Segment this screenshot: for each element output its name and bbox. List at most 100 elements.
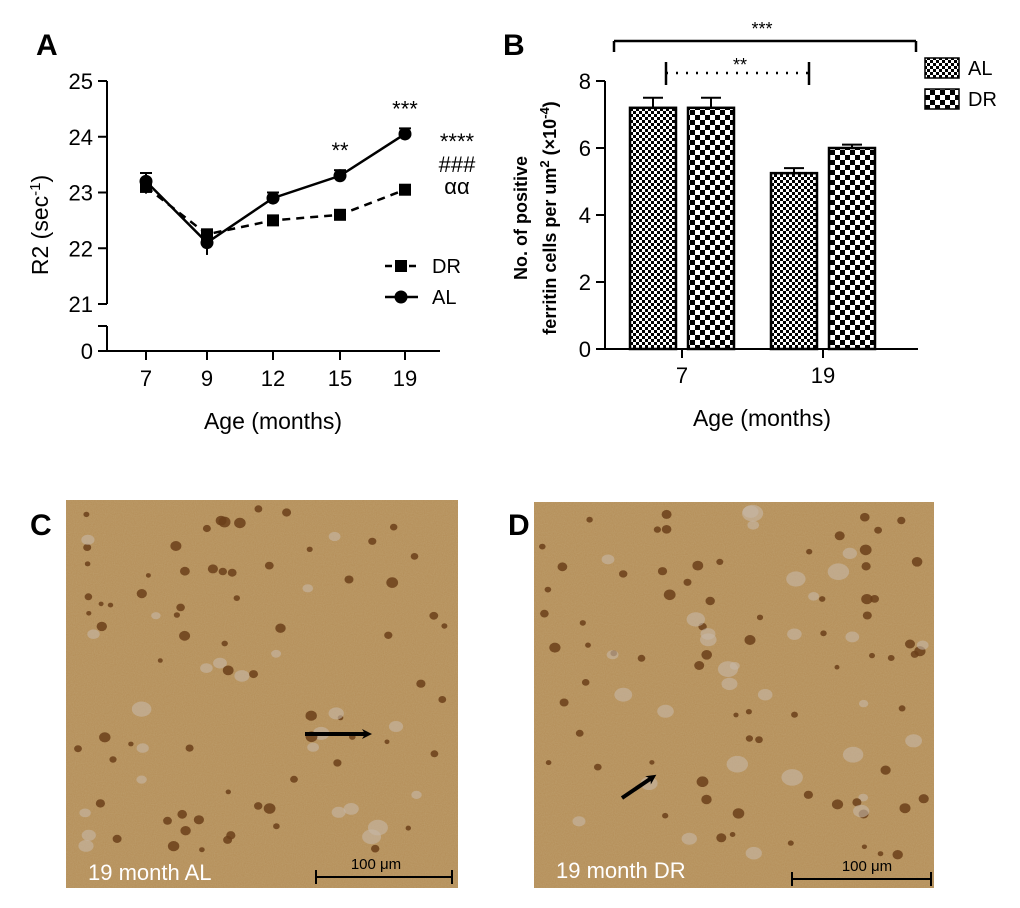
cell-mark — [834, 664, 840, 670]
cell-mark — [544, 586, 552, 593]
cell-mark — [662, 812, 669, 819]
cell-mark — [545, 760, 552, 766]
cell-mark — [180, 826, 191, 836]
cell-mark — [271, 649, 282, 658]
cell-mark — [328, 707, 344, 720]
cell-mark — [368, 537, 377, 545]
cell-mark — [657, 704, 674, 718]
cell-mark — [221, 640, 228, 647]
panel-b-bar-dr-7 — [686, 106, 736, 351]
cell-mark — [223, 835, 233, 844]
cell-mark — [911, 557, 923, 567]
cell-mark — [84, 561, 91, 567]
panel-b-y-axis: 0 2 4 6 8 — [579, 69, 606, 362]
cell-mark — [305, 710, 317, 721]
cell-mark — [410, 553, 419, 560]
panel-b-significance: ***** — [612, 19, 918, 85]
cell-mark — [581, 679, 590, 686]
cell-mark — [861, 844, 868, 850]
cell-mark — [109, 756, 117, 763]
panel-a-series — [139, 127, 412, 255]
panel-a-legend: DR AL — [385, 256, 461, 309]
cell-mark — [700, 628, 716, 640]
cell-mark — [683, 578, 692, 586]
cell-mark — [729, 832, 736, 837]
cell-mark — [74, 745, 82, 753]
panel-c-cells — [74, 505, 448, 853]
panel-a-legend-marker-dr — [395, 260, 407, 272]
cell-mark — [694, 661, 705, 670]
panel-b-y-tick-label-6: 6 — [579, 136, 591, 161]
panel-b-bars — [628, 96, 877, 351]
cell-mark — [892, 850, 903, 860]
cell-mark — [557, 562, 568, 572]
cell-mark — [263, 803, 276, 814]
cell-mark — [601, 554, 615, 565]
cell-mark — [136, 743, 149, 753]
cell-mark — [157, 658, 163, 663]
cell-mark — [441, 623, 448, 629]
panel-a-point-al-7 — [139, 174, 153, 188]
cell-mark — [344, 575, 354, 584]
cell-mark — [390, 523, 398, 531]
cell-mark — [96, 621, 108, 632]
cell-mark — [429, 611, 439, 620]
cell-mark — [549, 642, 561, 653]
cell-mark — [222, 665, 234, 676]
panel-a-y-axis: 21 22 23 24 25 0 — [69, 69, 108, 364]
cell-mark — [791, 711, 798, 718]
panel-b-y-tick-label-0: 0 — [579, 337, 591, 362]
panel-a-point-al-19 — [398, 127, 412, 141]
cell-mark — [681, 832, 697, 845]
cell-mark — [273, 823, 280, 830]
panel-a-y-axis-label: R2 (sec-1) — [27, 175, 54, 275]
panel-b-x-tick-label-19: 19 — [811, 363, 835, 388]
cell-mark — [83, 511, 90, 518]
panel-a-point-al-12 — [266, 191, 280, 205]
cell-mark — [579, 620, 586, 626]
panel-c-letter: C — [30, 509, 52, 542]
panel-a-point-dr-19 — [399, 183, 411, 196]
cell-mark — [81, 829, 96, 841]
panel-b-bar-chart: B 0 2 4 6 8 7 19 ***** Age (months) No. of po… — [503, 19, 997, 431]
panel-a-side-annotation-0: **** — [440, 129, 475, 154]
panel-b-legend-label-dr: DR — [968, 89, 997, 111]
panel-d-micrograph: D 19 month DR 100 μm — [508, 502, 934, 888]
cell-mark — [663, 589, 676, 601]
cell-mark — [860, 512, 870, 522]
cell-mark — [151, 612, 161, 620]
cell-mark — [874, 526, 882, 534]
cell-mark — [716, 833, 727, 843]
cell-mark — [99, 732, 111, 743]
panel-a-point-al-9 — [200, 236, 214, 250]
cell-mark — [136, 589, 147, 599]
panel-d-tissue-texture — [534, 502, 934, 888]
cell-mark — [619, 570, 628, 578]
cell-mark — [705, 596, 715, 606]
cell-mark — [594, 763, 602, 771]
cell-mark — [282, 508, 292, 517]
cell-mark — [657, 567, 668, 576]
cell-mark — [858, 793, 869, 802]
cell-mark — [199, 847, 205, 853]
cell-mark — [405, 825, 411, 831]
panel-b-y-axis-label-line2: ferritin cells per um2 (×10-4) — [537, 101, 561, 334]
cell-mark — [254, 505, 263, 513]
cell-mark — [606, 650, 619, 660]
cell-mark — [264, 561, 274, 570]
cell-mark — [328, 531, 341, 542]
panel-a-y-tick-label-23: 23 — [69, 181, 93, 206]
cell-mark — [898, 705, 906, 712]
cell-mark — [86, 611, 92, 616]
cell-mark — [861, 594, 873, 605]
cell-mark — [83, 543, 92, 552]
cell-mark — [539, 543, 546, 550]
cell-mark — [918, 794, 929, 804]
panel-b-y-axis-label-line1: No. of positive — [511, 156, 531, 280]
cell-mark — [831, 799, 844, 810]
panel-a-side-annotation-2: αα — [444, 174, 470, 199]
cell-mark — [897, 516, 906, 525]
cell-mark — [145, 573, 151, 578]
panel-a-y-tick-label-0: 0 — [81, 339, 93, 364]
